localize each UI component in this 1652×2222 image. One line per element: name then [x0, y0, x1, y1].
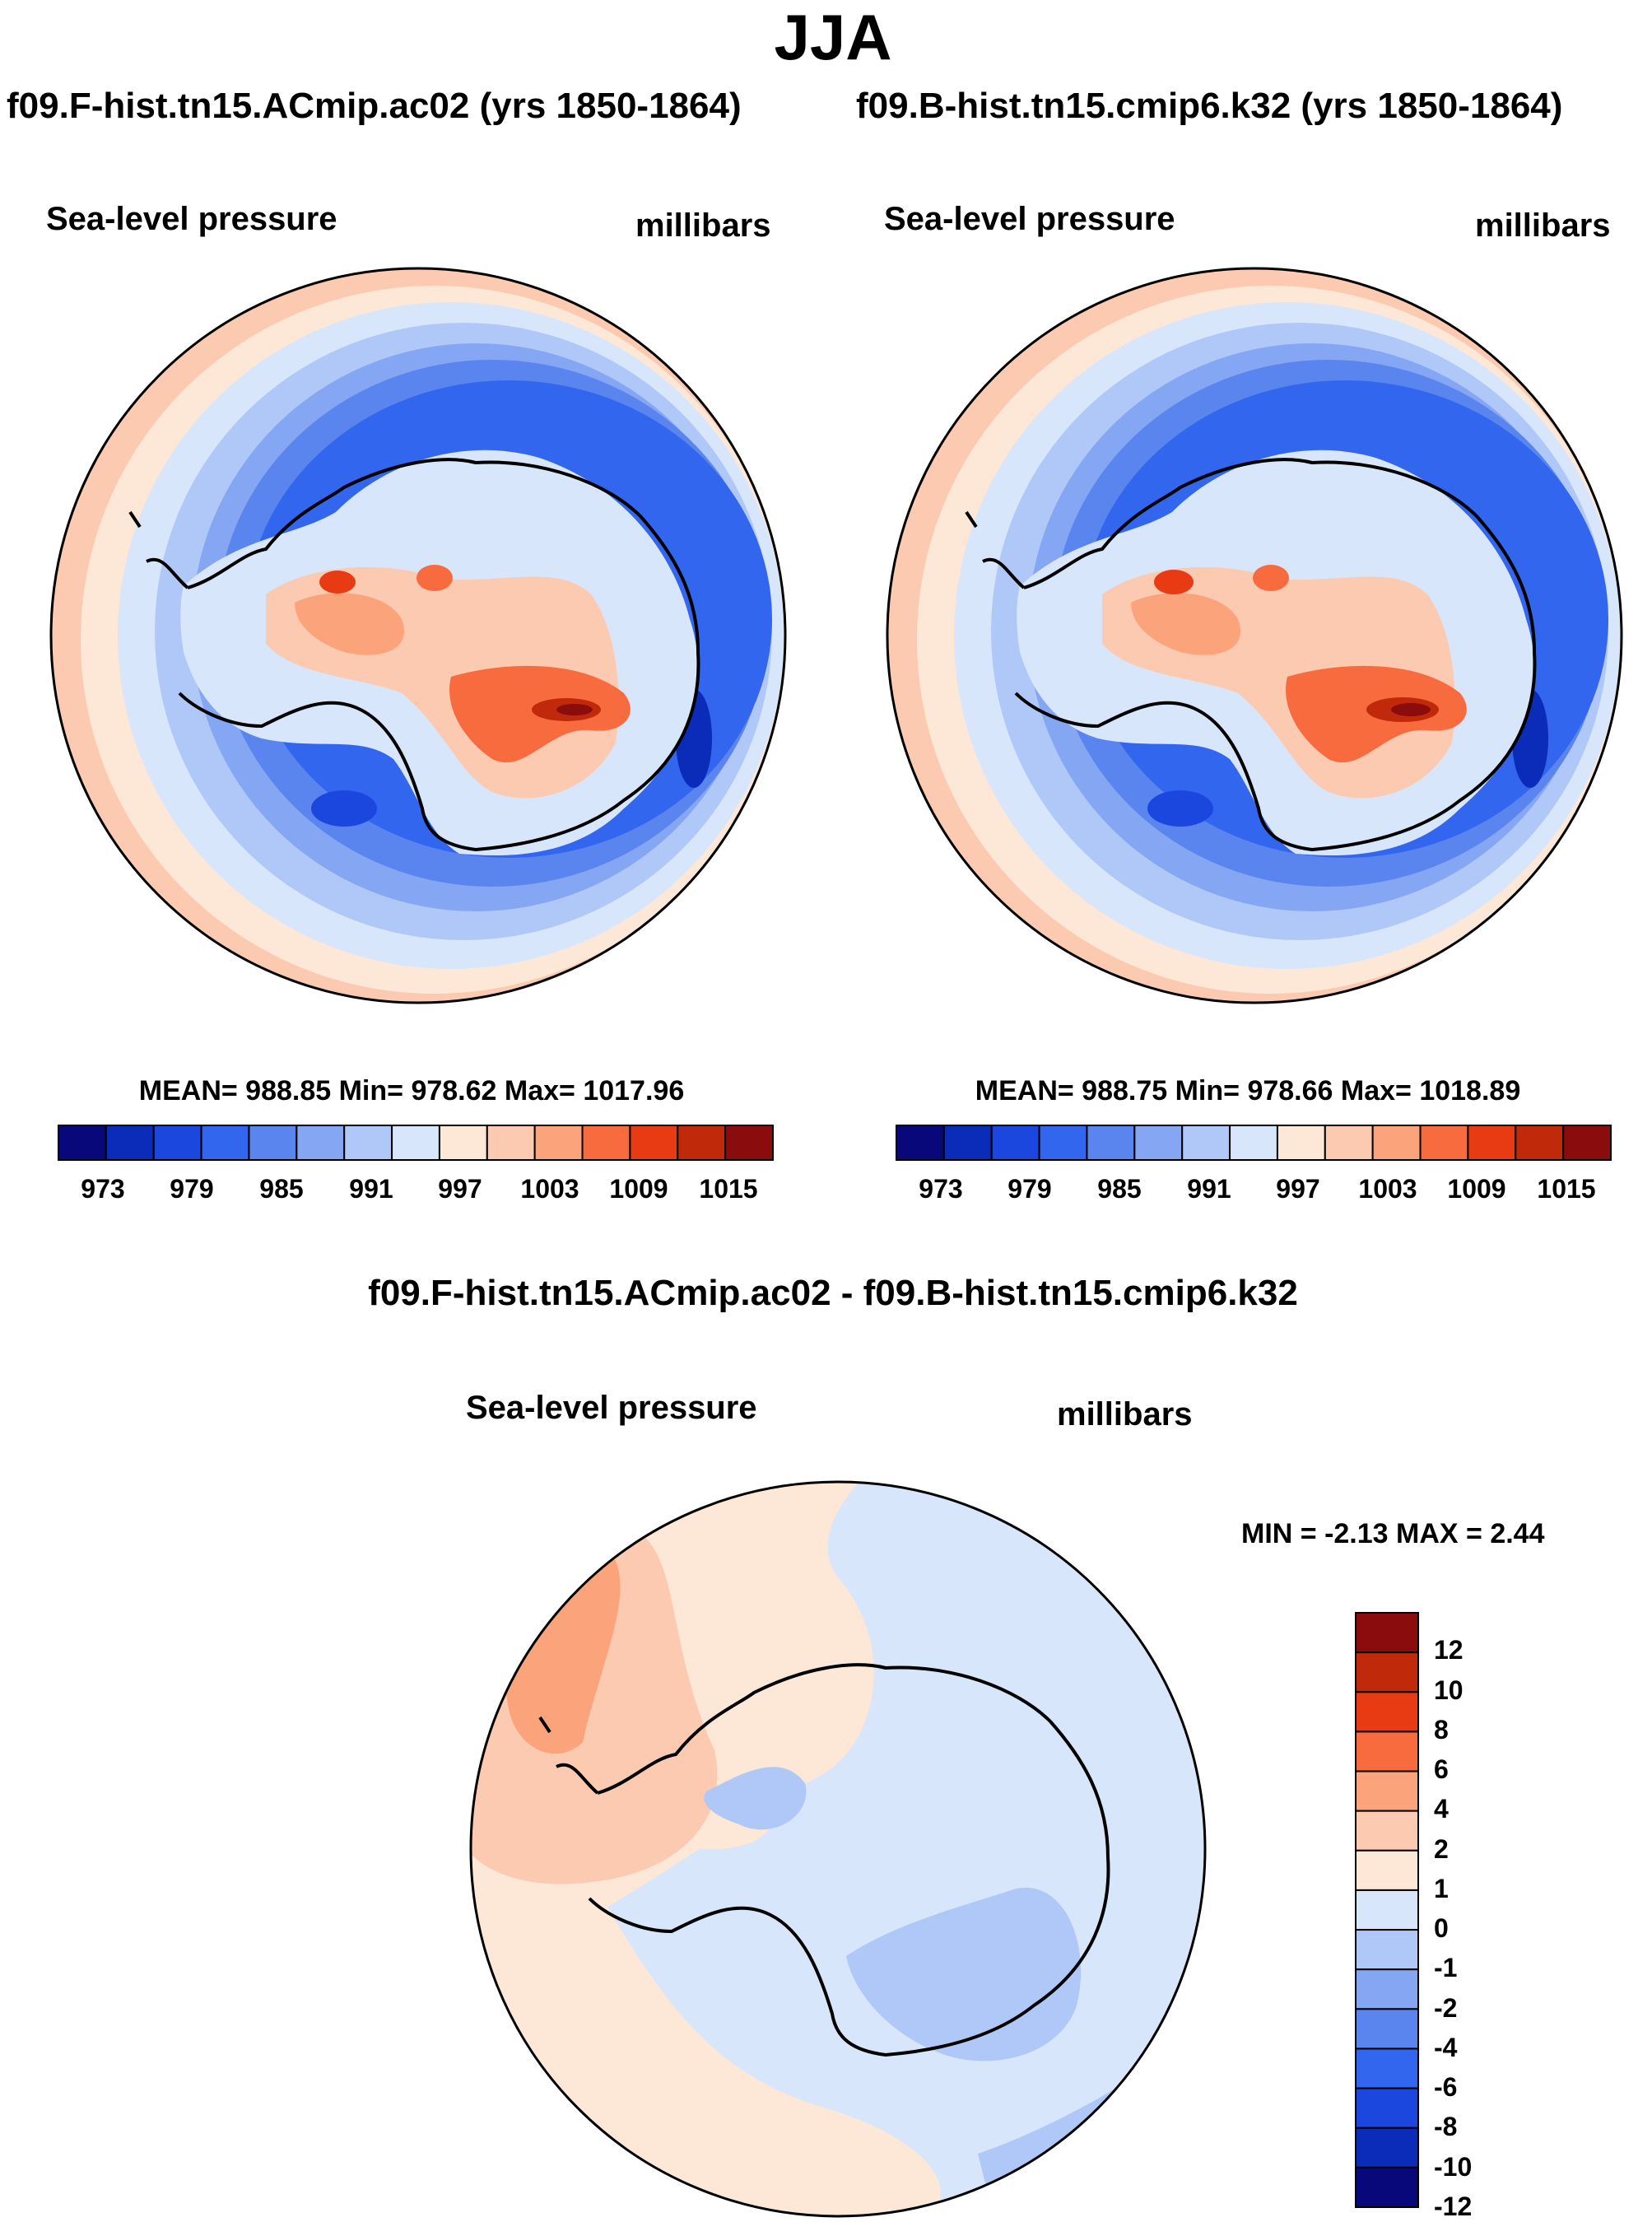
- panel1-tick: 1009: [609, 1174, 668, 1204]
- diff-tick: -2: [1434, 1992, 1458, 2023]
- panel2-tick: 985: [1097, 1174, 1142, 1204]
- diff-tick: 0: [1434, 1913, 1449, 1944]
- panel2-stats: MEAN= 988.75 Min= 978.66 Max= 1018.89: [975, 1075, 1521, 1106]
- colorbar-swatch: [629, 1125, 679, 1161]
- panel1-tick: 973: [81, 1174, 125, 1204]
- colorbar-swatch: [1355, 2166, 1419, 2208]
- panel2-case-title: f09.B-hist.tn15.cmip6.k32 (yrs 1850-1864…: [856, 86, 1563, 126]
- colorbar-swatch: [248, 1125, 298, 1161]
- colorbar-swatch: [1229, 1125, 1278, 1161]
- colorbar-swatch: [105, 1125, 155, 1161]
- colorbar-swatch: [1355, 1849, 1419, 1891]
- colorbar-swatch: [896, 1125, 945, 1161]
- colorbar-swatch: [677, 1125, 727, 1161]
- panel1-stats: MEAN= 988.85 Min= 978.62 Max= 1017.96: [138, 1075, 685, 1106]
- diff-tick: 12: [1434, 1635, 1464, 1665]
- panel2-tick: 973: [919, 1174, 963, 1204]
- diff-tick: -8: [1434, 2112, 1458, 2142]
- panel2-colorbar: [896, 1125, 1612, 1161]
- colorbar-swatch: [1562, 1125, 1612, 1161]
- diff-units-label: millibars: [1057, 1396, 1193, 1432]
- colorbar-swatch: [1355, 1929, 1419, 1971]
- diff-tick: 4: [1434, 1794, 1449, 1824]
- diff-tick: -12: [1434, 2192, 1473, 2221]
- diff-tick: 1: [1434, 1873, 1449, 1903]
- panel2-variable-label: Sea-level pressure: [884, 201, 1175, 237]
- panel2-polar-map: [886, 267, 1623, 1004]
- colorbar-swatch: [152, 1125, 202, 1161]
- colorbar-swatch: [391, 1125, 440, 1161]
- colorbar-swatch: [438, 1125, 488, 1161]
- colorbar-swatch: [1355, 1968, 1419, 2010]
- diff-tick: -4: [1434, 2032, 1458, 2062]
- panel2-tick: 1015: [1537, 1174, 1596, 1204]
- colorbar-swatch: [1355, 2047, 1419, 2089]
- colorbar-swatch: [343, 1125, 393, 1161]
- panel1-tick: 997: [438, 1174, 482, 1204]
- colorbar-swatch: [295, 1125, 346, 1161]
- colorbar-swatch: [1355, 2087, 1419, 2129]
- panel1-units-label: millibars: [635, 207, 771, 244]
- panel2-tick: 1003: [1358, 1174, 1417, 1204]
- colorbar-swatch: [1467, 1125, 1517, 1161]
- panel2-tick: 1009: [1447, 1174, 1506, 1204]
- colorbar-swatch: [1355, 1731, 1419, 1772]
- panel1-tick: 1015: [699, 1174, 758, 1204]
- diff-tick: 6: [1434, 1754, 1449, 1785]
- colorbar-swatch: [1355, 1810, 1419, 1852]
- diff-colorbar: [1355, 1612, 1419, 2208]
- panel1-colorbar: [58, 1125, 774, 1161]
- panel1-tick: 985: [259, 1174, 304, 1204]
- panel1-tick: 979: [170, 1174, 214, 1204]
- panel2-units-label: millibars: [1475, 207, 1611, 244]
- colorbar-swatch: [486, 1125, 536, 1161]
- colorbar-swatch: [581, 1125, 631, 1161]
- diff-tick: -6: [1434, 2072, 1458, 2103]
- panel1-tick: 1003: [520, 1174, 579, 1204]
- diff-tick: 2: [1434, 1833, 1449, 1864]
- diff-minmax: MIN = -2.13 MAX = 2.44: [1241, 1518, 1545, 1549]
- colorbar-swatch: [1355, 1651, 1419, 1693]
- colorbar-swatch: [1371, 1125, 1422, 1161]
- panel1-case-title: f09.F-hist.tn15.ACmip.ac02 (yrs 1850-186…: [7, 86, 742, 126]
- colorbar-swatch: [1086, 1125, 1136, 1161]
- colorbar-swatch: [990, 1125, 1040, 1161]
- colorbar-swatch: [1355, 2008, 1419, 2050]
- colorbar-swatch: [58, 1125, 107, 1161]
- panel1-polar-map: [49, 267, 787, 1004]
- panel1-variable-label: Sea-level pressure: [46, 201, 337, 237]
- diff-tick: 10: [1434, 1675, 1464, 1705]
- colorbar-swatch: [724, 1125, 774, 1161]
- colorbar-swatch: [1355, 2127, 1419, 2168]
- colorbar-swatch: [1355, 1612, 1419, 1654]
- colorbar-swatch: [1355, 1691, 1419, 1733]
- panel1-tick: 991: [349, 1174, 393, 1204]
- diff-tick: 8: [1434, 1714, 1449, 1745]
- colorbar-swatch: [942, 1125, 993, 1161]
- colorbar-swatch: [1355, 1770, 1419, 1812]
- diff-polar-map: [469, 1480, 1207, 2218]
- panel2-tick: 979: [1007, 1174, 1052, 1204]
- colorbar-swatch: [1276, 1125, 1326, 1161]
- colorbar-swatch: [1515, 1125, 1565, 1161]
- colorbar-swatch: [1038, 1125, 1088, 1161]
- panel2-tick: 997: [1276, 1174, 1320, 1204]
- colorbar-swatch: [533, 1125, 584, 1161]
- colorbar-swatch: [1133, 1125, 1184, 1161]
- colorbar-swatch: [200, 1125, 250, 1161]
- panel2-tick: 991: [1187, 1174, 1231, 1204]
- diff-title: f09.F-hist.tn15.ACmip.ac02 - f09.B-hist.…: [368, 1273, 1298, 1313]
- colorbar-swatch: [1324, 1125, 1374, 1161]
- diff-tick: -1: [1434, 1953, 1458, 1983]
- colorbar-swatch: [1181, 1125, 1231, 1161]
- colorbar-swatch: [1355, 1889, 1419, 1931]
- diff-variable-label: Sea-level pressure: [466, 1390, 757, 1426]
- colorbar-swatch: [1419, 1125, 1469, 1161]
- diff-tick: -10: [1434, 2151, 1473, 2182]
- figure-title: JJA: [774, 1, 892, 73]
